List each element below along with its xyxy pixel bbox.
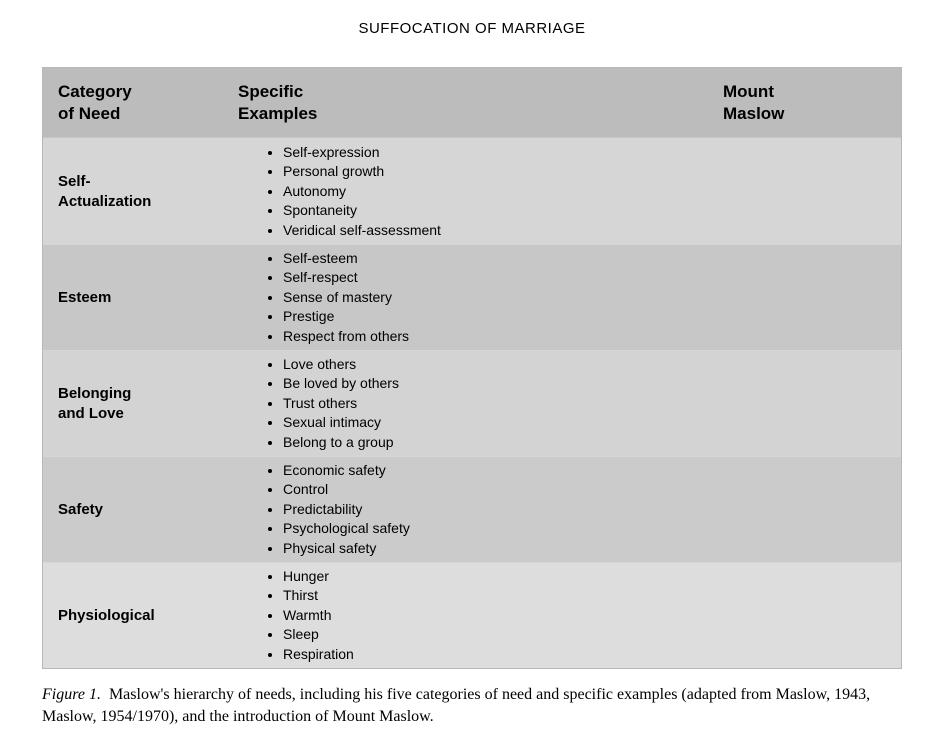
examples-list: Self-expressionPersonal growthAutonomySp… <box>238 143 568 241</box>
header-mount-line2: Maslow <box>723 104 784 123</box>
list-item: Self-respect <box>283 268 568 288</box>
list-item: Thirst <box>283 586 568 606</box>
examples-cell: Self-expressionPersonal growthAutonomySp… <box>238 135 568 249</box>
table-row: Self- Actualization Self-expressionPersona… <box>43 138 901 244</box>
list-item: Psychological safety <box>283 519 568 539</box>
list-item: Physical safety <box>283 539 568 559</box>
category-cell: Safety <box>43 500 238 520</box>
list-item: Autonomy <box>283 182 568 202</box>
list-item: Respect from others <box>283 327 568 347</box>
caption-text: Maslow's hierarchy of needs, including h… <box>42 686 870 725</box>
table-row: Safety Economic safetyControlPredictabili… <box>43 456 901 562</box>
examples-list: Economic safetyControlPredictabilityPsyc… <box>238 461 568 559</box>
figure-caption: Figure 1. Maslow's hierarchy of needs, i… <box>42 684 902 727</box>
header-examples: Specific Examples <box>238 81 568 124</box>
rows-container: Self- Actualization Self-expressionPersona… <box>43 138 901 668</box>
list-item: Be loved by others <box>283 374 568 394</box>
caption-label: Figure 1. <box>42 686 101 703</box>
category-cell: Physiological <box>43 606 238 626</box>
list-item: Economic safety <box>283 461 568 481</box>
list-item: Self-expression <box>283 143 568 163</box>
category-line2: and Love <box>58 405 124 422</box>
maslow-diagram: Category of Need Specific Examples Mount… <box>42 67 902 669</box>
list-item: Respiration <box>283 645 568 665</box>
list-item: Sense of mastery <box>283 288 568 308</box>
header-examples-line2: Examples <box>238 104 317 123</box>
list-item: Spontaneity <box>283 201 568 221</box>
category-line1: Belonging <box>58 385 131 402</box>
table-header-row: Category of Need Specific Examples Mount… <box>43 68 901 138</box>
list-item: Predictability <box>283 500 568 520</box>
category-line1: Safety <box>58 501 103 518</box>
examples-cell: Economic safetyControlPredictabilityPsyc… <box>238 453 568 567</box>
category-line1: Physiological <box>58 607 155 624</box>
header-category-line1: Category <box>58 82 132 101</box>
examples-cell: Love othersBe loved by othersTrust other… <box>238 347 568 461</box>
list-item: Prestige <box>283 307 568 327</box>
category-cell: Esteem <box>43 288 238 308</box>
page-title: SUFFOCATION OF MARRIAGE <box>30 20 914 37</box>
header-examples-line1: Specific <box>238 82 303 101</box>
table-row: Physiological HungerThirstWarmthSleepResp… <box>43 562 901 668</box>
list-item: Belong to a group <box>283 433 568 453</box>
list-item: Sexual intimacy <box>283 413 568 433</box>
category-line2: Actualization <box>58 193 151 210</box>
examples-cell: HungerThirstWarmthSleepRespiration <box>238 559 568 669</box>
category-line1: Esteem <box>58 289 111 306</box>
header-category-line2: of Need <box>58 104 120 123</box>
list-item: Warmth <box>283 606 568 626</box>
header-mount-line1: Mount <box>723 82 774 101</box>
header-category: Category of Need <box>43 81 238 124</box>
examples-cell: Self-esteemSelf-respectSense of masteryP… <box>238 241 568 355</box>
examples-list: Love othersBe loved by othersTrust other… <box>238 355 568 453</box>
list-item: Control <box>283 480 568 500</box>
examples-list: HungerThirstWarmthSleepRespiration <box>238 567 568 665</box>
table-row: Esteem Self-esteemSelf-respectSense of ma… <box>43 244 901 350</box>
category-cell: Self- Actualization <box>43 172 238 211</box>
list-item: Personal growth <box>283 162 568 182</box>
list-item: Trust others <box>283 394 568 414</box>
list-item: Self-esteem <box>283 249 568 269</box>
list-item: Veridical self-assessment <box>283 221 568 241</box>
list-item: Sleep <box>283 625 568 645</box>
examples-list: Self-esteemSelf-respectSense of masteryP… <box>238 249 568 347</box>
category-cell: Belonging and Love <box>43 384 238 423</box>
header-mount: Mount Maslow <box>568 81 901 124</box>
category-line1: Self- <box>58 173 91 190</box>
list-item: Hunger <box>283 567 568 587</box>
table-row: Belonging and Love Love othersBe loved by … <box>43 350 901 456</box>
list-item: Love others <box>283 355 568 375</box>
